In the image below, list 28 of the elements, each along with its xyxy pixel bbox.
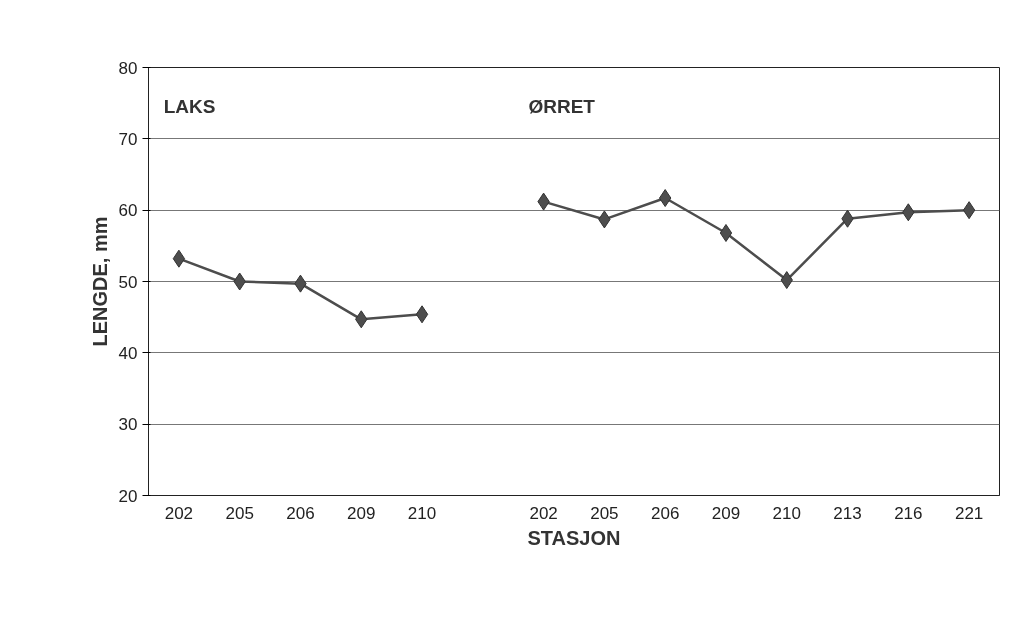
- y-tick-label: 20: [118, 486, 138, 506]
- x-tick-label: 209: [711, 503, 741, 523]
- x-tick-label: 216: [894, 503, 923, 523]
- y-tick-label: 80: [118, 58, 138, 78]
- x-tick-label: 209: [347, 503, 376, 523]
- y-tick-label: 50: [118, 272, 138, 292]
- point: [962, 201, 976, 220]
- y-axis-title: LENGDE, mm: [88, 216, 111, 347]
- x-tick-label: 205: [225, 503, 254, 523]
- annotation: LAKS: [163, 96, 216, 118]
- x-tick-label: 206: [651, 503, 680, 523]
- x-tick-label: 213: [833, 503, 862, 523]
- y-tick-label: 70: [118, 129, 138, 149]
- point: [415, 305, 429, 324]
- point: [719, 223, 733, 242]
- x-axis-title: STASJON: [527, 526, 621, 549]
- x-tick-label: 210: [772, 503, 801, 523]
- y-tick-label: 60: [118, 201, 138, 221]
- x-tick-label: 202: [164, 503, 194, 523]
- x-tick-label: 202: [529, 503, 558, 523]
- x-tick-label: 206: [286, 503, 315, 523]
- point: [172, 249, 186, 268]
- x-tick-label: 205: [590, 503, 619, 523]
- x-tick-label: 210: [407, 503, 437, 523]
- y-tick-label: 40: [118, 343, 138, 363]
- annotation: ØRRET: [528, 96, 596, 118]
- y-tick-label: 30: [118, 415, 138, 435]
- x-tick-label: 221: [954, 503, 984, 523]
